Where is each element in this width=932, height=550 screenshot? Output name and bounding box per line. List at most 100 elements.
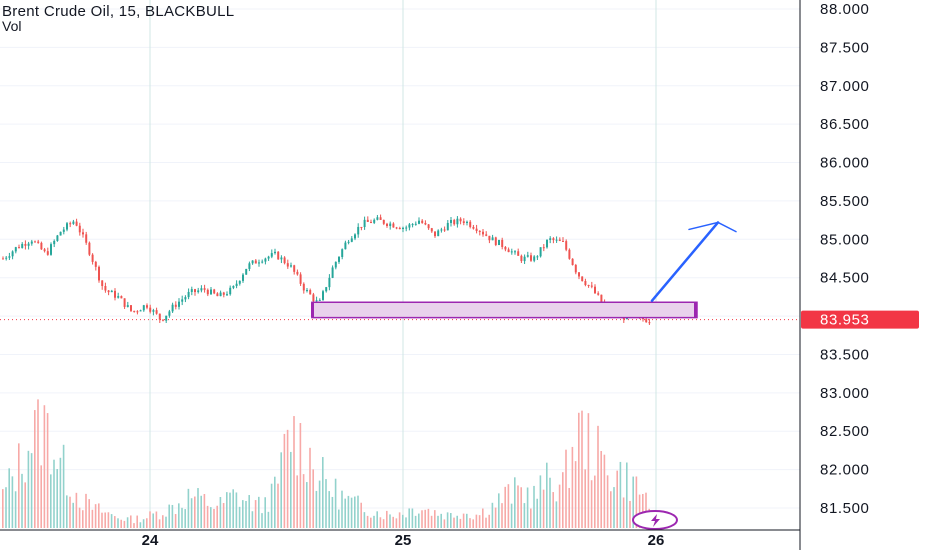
volume-bar — [315, 490, 318, 528]
volume-bar — [267, 511, 270, 528]
volume-bar — [325, 479, 327, 528]
candle-body — [123, 298, 126, 307]
candle-body — [248, 263, 251, 269]
candle-body — [488, 235, 491, 241]
candle-body — [469, 221, 472, 227]
candle-body — [11, 251, 14, 257]
volume-bar — [357, 495, 359, 528]
volume-bar — [501, 503, 503, 528]
volume-bar — [603, 454, 606, 528]
volume-bar — [402, 514, 404, 528]
candle-body — [440, 229, 443, 231]
candle-body — [584, 281, 587, 286]
volume-bar — [146, 518, 148, 528]
candle-body — [530, 255, 532, 261]
candle-body — [14, 247, 17, 252]
candle-body — [536, 256, 539, 258]
candle-body — [568, 249, 571, 259]
volume-bar — [386, 510, 388, 528]
candle-body — [142, 305, 145, 311]
y-tick-label: 84.500 — [820, 270, 869, 287]
candle-body — [520, 255, 523, 262]
volume-bar — [104, 512, 106, 528]
candle-body — [507, 249, 510, 253]
volume-bar — [229, 492, 231, 528]
volume-bar — [434, 510, 436, 528]
volume-bar — [600, 450, 602, 528]
volume-bar — [50, 474, 52, 528]
candle-body — [5, 257, 8, 259]
candle-body — [302, 283, 305, 291]
x-tick-label: 26 — [648, 532, 665, 549]
volume-bar — [491, 502, 494, 528]
candle-body — [168, 311, 171, 316]
candle-body — [69, 223, 72, 225]
volume-bar — [293, 416, 295, 528]
candle-body — [360, 226, 363, 228]
candle-body — [395, 227, 398, 229]
volume-bar — [235, 492, 238, 528]
candle-body — [72, 221, 75, 224]
candle-body — [325, 287, 328, 292]
volume-bar — [264, 497, 266, 528]
volume-bar — [507, 484, 510, 528]
volume-bar — [53, 459, 55, 528]
volume-bar — [376, 511, 378, 528]
volume-bar — [478, 515, 481, 528]
candle-body — [277, 251, 280, 260]
candle-body — [546, 239, 548, 248]
candle-body — [226, 294, 228, 296]
candle-body — [126, 305, 129, 307]
volume-bar — [2, 489, 4, 528]
y-tick-label: 87.000 — [820, 78, 869, 95]
candle-body — [373, 219, 376, 223]
volume-bar — [232, 489, 234, 528]
candle-body — [66, 223, 68, 230]
volume-bar — [200, 495, 202, 528]
candle-body — [562, 240, 564, 242]
candle-body — [347, 241, 350, 243]
volume-bar — [322, 457, 324, 528]
volume-bar — [178, 503, 180, 528]
candle-body — [386, 223, 388, 226]
candle-body — [542, 247, 545, 249]
volume-bar — [638, 494, 641, 528]
candle-body — [133, 310, 136, 312]
volume-bar — [536, 498, 538, 528]
volume-bar — [222, 503, 225, 528]
volume-bar — [517, 485, 519, 528]
candle-body — [318, 299, 321, 301]
volume-bar — [584, 469, 586, 528]
candle-body — [578, 272, 580, 277]
candle-body — [222, 292, 225, 295]
volume-bar — [187, 488, 190, 528]
volume-bar — [181, 507, 183, 528]
volume-bar — [350, 497, 353, 528]
candle-body — [405, 227, 408, 229]
candle-body — [146, 305, 148, 308]
volume-bar — [590, 480, 593, 528]
volume-bar — [530, 508, 532, 528]
candle-body — [181, 299, 184, 302]
volume-bar — [14, 491, 17, 528]
volume-bar — [354, 496, 356, 528]
candle-body — [478, 230, 481, 232]
volume-bar — [360, 502, 362, 528]
volume-bar — [379, 517, 382, 528]
candle-body — [443, 229, 446, 231]
volume-bar — [248, 495, 250, 528]
volume-bar — [158, 519, 161, 528]
candle-body — [402, 227, 404, 230]
volume-bar — [610, 491, 612, 528]
volume-bar — [62, 444, 65, 528]
volume-bar — [558, 484, 561, 528]
volume-bar — [619, 461, 622, 528]
symbol-title[interactable]: Brent Crude Oil, 15, BLACKBULL — [2, 3, 235, 20]
volume-bar — [488, 514, 490, 528]
volume-bar — [142, 519, 145, 528]
candle-body — [558, 239, 561, 241]
candle-body — [424, 222, 427, 225]
volume-bar — [392, 516, 394, 528]
volume-bar — [258, 496, 260, 528]
